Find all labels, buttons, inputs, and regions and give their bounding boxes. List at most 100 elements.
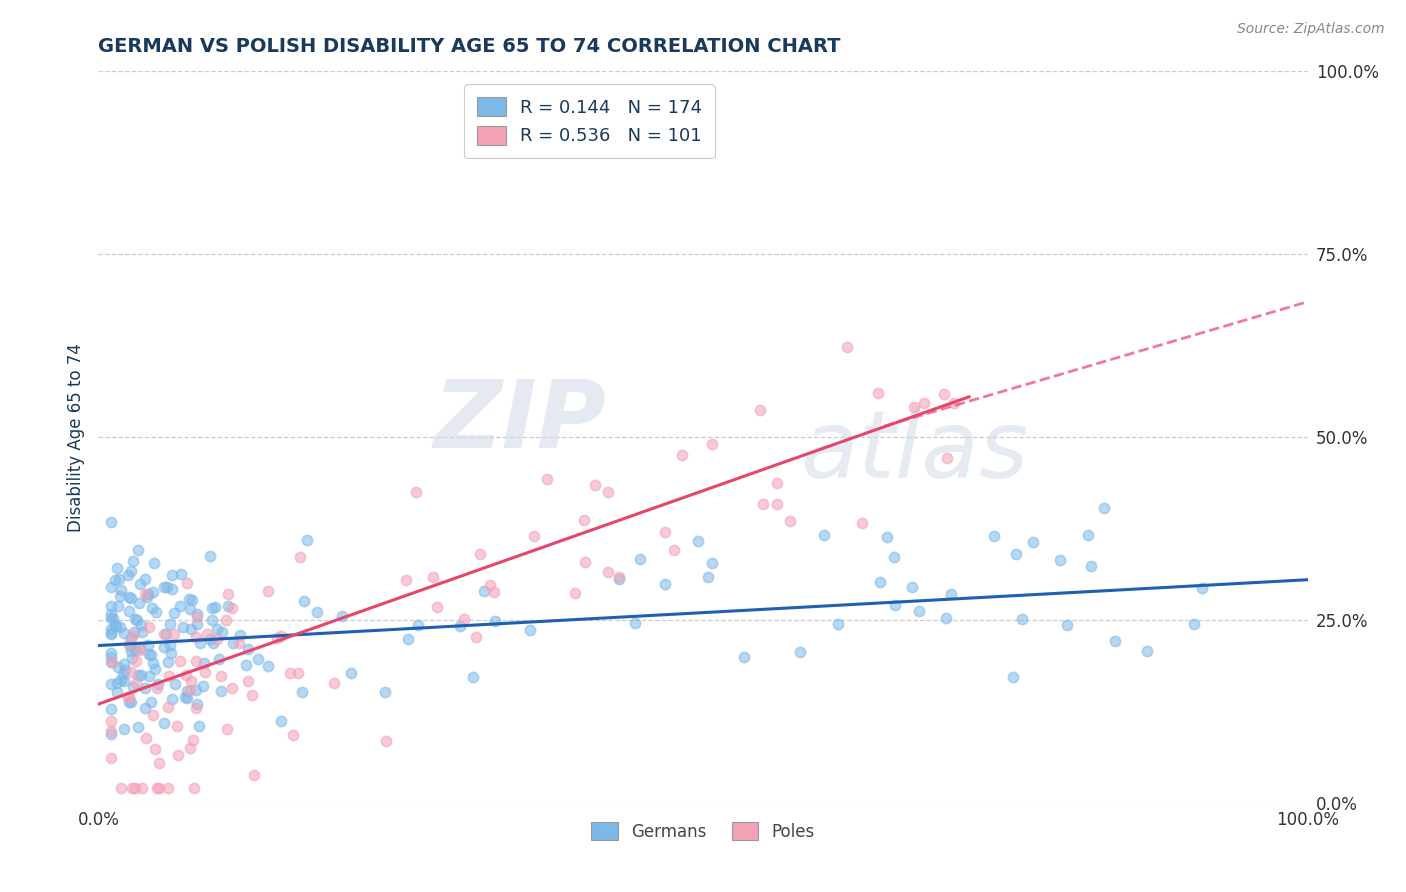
Point <box>120 665 142 679</box>
Point <box>270 629 292 643</box>
Point <box>688 533 710 548</box>
Point <box>339 665 361 680</box>
Point <box>100 610 122 624</box>
Point <box>134 572 156 586</box>
Point <box>247 652 270 666</box>
Point <box>122 624 145 639</box>
Point <box>866 385 889 400</box>
Point <box>449 619 471 633</box>
Point <box>472 584 495 599</box>
Point <box>153 580 176 594</box>
Point <box>134 586 156 600</box>
Point <box>125 675 148 690</box>
Point <box>195 627 218 641</box>
Point <box>117 568 139 582</box>
Point <box>129 576 152 591</box>
Point <box>103 611 125 625</box>
Point <box>160 582 183 597</box>
Point <box>120 644 142 658</box>
Point <box>903 401 925 415</box>
Point <box>146 676 169 690</box>
Point <box>165 677 187 691</box>
Text: GERMAN VS POLISH DISABILITY AGE 65 TO 74 CORRELATION CHART: GERMAN VS POLISH DISABILITY AGE 65 TO 74… <box>98 37 841 56</box>
Point <box>191 679 214 693</box>
Point <box>101 655 124 669</box>
Point <box>837 340 859 354</box>
Point <box>107 684 129 698</box>
Point <box>127 720 149 734</box>
Point <box>307 605 329 619</box>
Legend: Germans, Poles: Germans, Poles <box>583 814 823 849</box>
Point <box>100 702 122 716</box>
Point <box>108 572 131 586</box>
Point <box>127 613 149 627</box>
Point <box>396 632 419 646</box>
Point <box>117 690 139 704</box>
Point <box>983 529 1005 543</box>
Point <box>110 582 132 597</box>
Point <box>1191 581 1213 595</box>
Point <box>464 630 486 644</box>
Point <box>176 691 198 706</box>
Point <box>112 723 135 737</box>
Point <box>422 570 444 584</box>
Point <box>120 632 142 646</box>
Point <box>574 512 596 526</box>
Point <box>827 616 849 631</box>
Point <box>935 450 957 465</box>
Point <box>114 663 136 677</box>
Point <box>186 607 208 621</box>
Point <box>100 750 122 764</box>
Point <box>104 618 127 632</box>
Point <box>330 609 353 624</box>
Point <box>186 617 208 632</box>
Point <box>198 549 221 563</box>
Point <box>129 618 152 632</box>
Point <box>142 656 165 670</box>
Point <box>129 641 152 656</box>
Point <box>186 697 208 711</box>
Point <box>1056 618 1078 632</box>
Point <box>266 631 288 645</box>
Point <box>142 556 165 570</box>
Point <box>221 681 243 695</box>
Point <box>607 572 630 586</box>
Point <box>110 673 132 687</box>
Point <box>180 673 202 688</box>
Point <box>186 630 208 644</box>
Point <box>100 599 122 613</box>
Point <box>100 580 122 594</box>
Point <box>179 591 201 606</box>
Point <box>198 632 221 647</box>
Point <box>186 682 208 697</box>
Point <box>596 565 619 579</box>
Point <box>519 623 541 637</box>
Point <box>479 578 502 592</box>
Point <box>700 556 723 570</box>
Point <box>278 666 301 681</box>
Point <box>120 591 142 605</box>
Point <box>221 600 243 615</box>
Point <box>118 604 141 618</box>
Point <box>146 681 169 695</box>
Point <box>105 561 128 575</box>
Point <box>172 620 194 634</box>
Point <box>752 497 775 511</box>
Text: Source: ZipAtlas.com: Source: ZipAtlas.com <box>1237 22 1385 37</box>
Point <box>583 478 606 492</box>
Point <box>148 756 170 771</box>
Point <box>204 599 226 614</box>
Point <box>118 695 141 709</box>
Point <box>598 485 620 500</box>
Point <box>186 610 208 624</box>
Point <box>297 533 319 547</box>
Text: ZIP: ZIP <box>433 376 606 468</box>
Point <box>292 593 315 607</box>
Point <box>1077 527 1099 541</box>
Point <box>142 584 165 599</box>
Point <box>100 726 122 740</box>
Point <box>1005 547 1028 561</box>
Point <box>105 619 128 633</box>
Point <box>662 543 685 558</box>
Point <box>184 701 207 715</box>
